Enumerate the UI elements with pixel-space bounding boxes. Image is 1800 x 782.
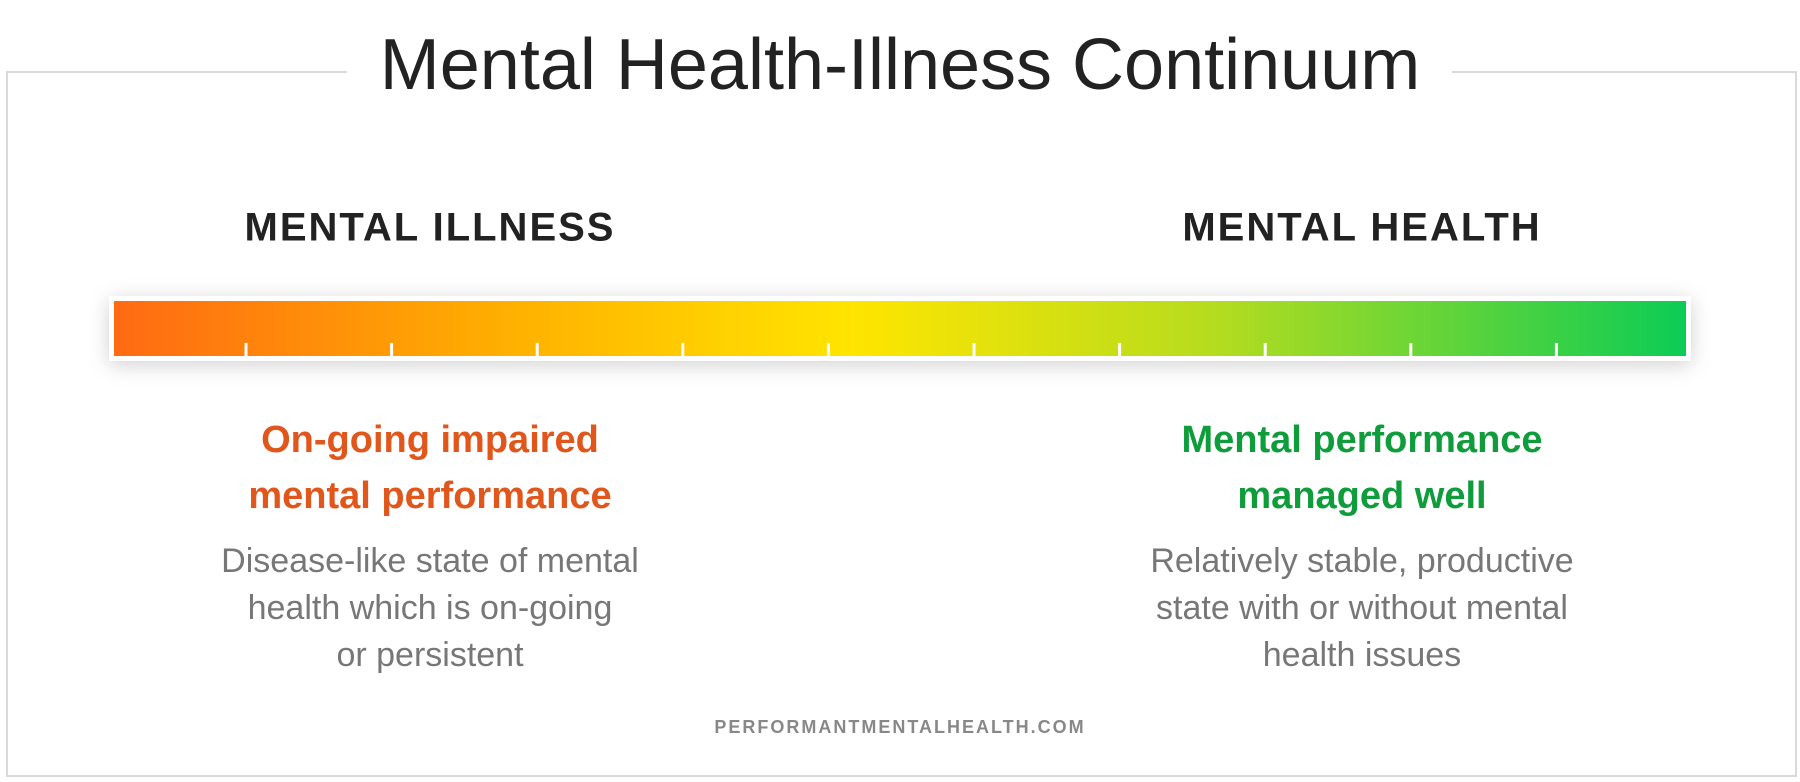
text-group: On-going impaired mental performance Disea… [221,419,1573,674]
column-heading: mental performance [248,475,611,517]
column-description: or persistent [336,636,524,674]
column-description: health issues [1263,636,1461,674]
title: Mental Health-Illness Continuum [380,25,1420,105]
column-heading: On-going impaired [261,419,599,461]
footer: PERFORMANTMENTALHEALTH.COM [714,717,1085,737]
tick-group [244,343,1558,356]
column-description: Disease-like state of mental [221,542,639,580]
scale-right-label: MENTAL HEALTH [1182,206,1541,250]
column-heading: Mental performance [1181,419,1542,461]
column-description: Relatively stable, productive [1150,542,1573,580]
frame [6,71,1797,777]
column-heading: managed well [1237,475,1486,517]
column-description: health which is on-going [248,589,613,627]
column-description: state with or without mental [1156,589,1568,627]
continuum-bar [114,301,1686,356]
scale-left-label: MENTAL ILLNESS [245,206,616,250]
